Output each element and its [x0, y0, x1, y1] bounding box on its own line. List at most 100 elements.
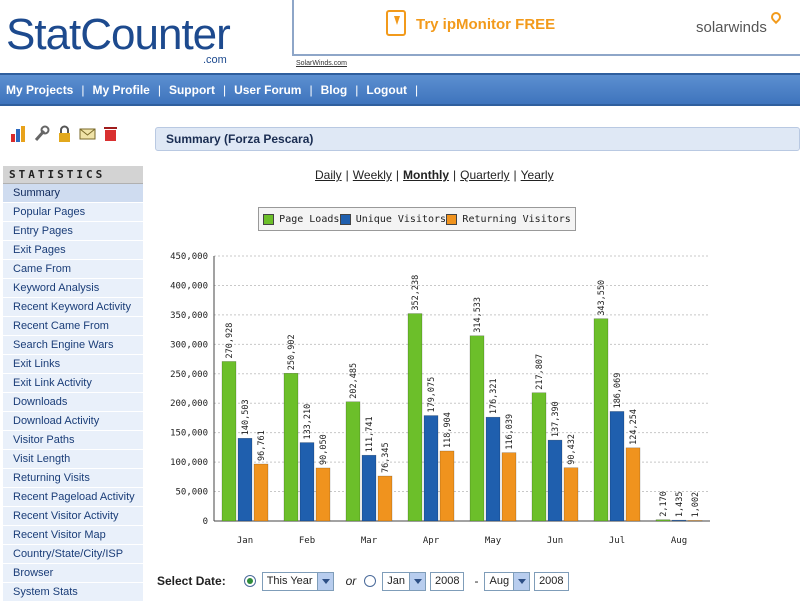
legend-page-loads: Page Loads: [263, 213, 340, 225]
lock-icon[interactable]: [56, 125, 73, 142]
y-tick-label: 200,000: [170, 399, 208, 409]
period-quarterly[interactable]: Quarterly: [460, 168, 510, 182]
sidebar-item-downloads[interactable]: Downloads: [3, 393, 143, 412]
bar-page-loads: [593, 318, 609, 522]
period-daily[interactable]: Daily: [315, 168, 342, 182]
sidebar-item-exit-pages[interactable]: Exit Pages: [3, 241, 143, 260]
sidebar-item-download-activity[interactable]: Download Activity: [3, 412, 143, 431]
x-tick-label: Jun: [547, 536, 563, 546]
monthly-bar-chart: 0 50,000 100,000 150,000 200,000 250,000 300,0…: [170, 252, 710, 546]
bar-unique-visitors: [361, 454, 377, 522]
sidebar-item-entry-pages[interactable]: Entry Pages: [3, 222, 143, 241]
bar-returning-visitors: [253, 463, 269, 522]
bar-chart-icon[interactable]: [10, 125, 27, 142]
period-weekly[interactable]: Weekly: [352, 168, 392, 182]
data-label: 250,902: [287, 334, 297, 370]
sidebar-item-visitor-paths[interactable]: Visitor Paths: [3, 431, 143, 450]
ad-banner[interactable]: Try ipMonitor FREE solarwinds: [292, 0, 800, 56]
x-tick-label: May: [485, 536, 502, 546]
sidebar-item-recent-pageload-activity[interactable]: Recent Pageload Activity: [3, 488, 143, 507]
select-date-form: Select Date: This Year or Jan 2008 - Aug…: [157, 570, 800, 592]
wrench-icon[interactable]: [33, 125, 50, 142]
y-tick-label: 250,000: [170, 370, 208, 380]
x-tick-label: Jul: [609, 536, 625, 546]
sidebar-item-exit-link-activity[interactable]: Exit Link Activity: [3, 374, 143, 393]
chevron-down-icon: [316, 572, 333, 590]
trash-icon[interactable]: [102, 125, 119, 142]
nav-my-projects[interactable]: My Projects: [6, 82, 74, 97]
range-preset-radio[interactable]: [243, 575, 256, 587]
period-monthly[interactable]: Monthly: [403, 168, 450, 182]
data-label: 179,075: [427, 377, 437, 413]
sidebar-item-recent-visitor-activity[interactable]: Recent Visitor Activity: [3, 507, 143, 526]
x-tick-label: Apr: [423, 536, 440, 546]
sidebar-item-popular-pages[interactable]: Popular Pages: [3, 203, 143, 222]
y-tick-label: 150,000: [170, 429, 208, 439]
bar-returning-visitors: [501, 452, 517, 522]
mail-icon[interactable]: [79, 125, 96, 142]
sidebar-item-exit-links[interactable]: Exit Links: [3, 355, 143, 374]
sidebar-item-country-state-city-isp[interactable]: Country/State/City/ISP: [3, 545, 143, 564]
custom-range-radio[interactable]: [364, 575, 377, 587]
chevron-down-icon: [513, 572, 530, 590]
sidebar-item-summary[interactable]: Summary: [3, 184, 143, 203]
sidebar-item-returning-visits[interactable]: Returning Visits: [3, 469, 143, 488]
from-month-select[interactable]: Jan: [382, 571, 426, 591]
range-preset-select[interactable]: This Year: [261, 571, 334, 591]
x-tick-label: Feb: [299, 536, 315, 546]
sidebar-item-system-stats[interactable]: System Stats: [3, 583, 143, 602]
bar-unique-visitors: [609, 411, 625, 522]
sidebar-item-recent-visitor-map[interactable]: Recent Visitor Map: [3, 526, 143, 545]
data-label: 1,435: [675, 492, 685, 518]
statistics-sidebar: STATISTICS Summary Popular Pages Entry P…: [3, 166, 143, 602]
data-label: 116,039: [505, 414, 515, 450]
data-label: 111,741: [365, 416, 375, 452]
statcounter-logo[interactable]: StatCounter: [6, 10, 231, 59]
logo-suffix: .com: [203, 54, 227, 66]
ad-sub-link[interactable]: SolarWinds.com: [296, 60, 347, 67]
sidebar-item-recent-came-from[interactable]: Recent Came From: [3, 317, 143, 336]
main-nav: My Projects | My Profile | Support | Use…: [0, 73, 800, 106]
bar-page-loads: [407, 313, 423, 522]
y-tick-label: 0: [203, 517, 208, 527]
data-label: 176,321: [489, 378, 499, 414]
or-label: or: [345, 574, 357, 588]
legend-label-returning-visitors: Returning Visitors: [462, 213, 571, 225]
ad-text[interactable]: Try ipMonitor FREE: [416, 16, 556, 33]
period-yearly[interactable]: Yearly: [520, 168, 554, 182]
legend-label-unique-visitors: Unique Visitors: [355, 213, 447, 225]
nav-logout[interactable]: Logout: [366, 82, 408, 97]
sidebar-item-visit-length[interactable]: Visit Length: [3, 450, 143, 469]
data-label: 137,390: [551, 401, 561, 437]
y-tick-label: 50,000: [175, 488, 208, 498]
bar-page-loads: [469, 335, 485, 522]
data-label: 202,485: [349, 363, 359, 399]
to-month-select[interactable]: Aug: [484, 571, 531, 591]
sidebar-item-browser[interactable]: Browser: [3, 564, 143, 583]
data-label: 217,807: [535, 354, 545, 390]
x-tick-label: Mar: [361, 536, 378, 546]
sidebar-item-came-from[interactable]: Came From: [3, 260, 143, 279]
nav-support[interactable]: Support: [168, 82, 215, 97]
sidebar-item-recent-keyword-activity[interactable]: Recent Keyword Activity: [3, 298, 143, 317]
header: StatCounter .com Try ipMonitor FREE sola…: [0, 0, 800, 72]
legend-label-page-loads: Page Loads: [279, 213, 340, 225]
legend-swatch-unique-visitors: [339, 213, 351, 225]
sidebar-item-keyword-analysis[interactable]: Keyword Analysis: [3, 279, 143, 298]
sidebar-item-search-engine-wars[interactable]: Search Engine Wars: [3, 336, 143, 355]
data-label: 90,432: [567, 434, 577, 465]
chevron-down-icon: [409, 572, 425, 590]
x-tick-label: Aug: [671, 536, 687, 546]
legend-returning-visitors: Returning Visitors: [446, 213, 571, 225]
nav-blog[interactable]: Blog: [320, 82, 348, 97]
data-label: 352,238: [411, 275, 421, 311]
to-year-input[interactable]: 2008: [534, 571, 569, 591]
nav-user-forum[interactable]: User Forum: [234, 82, 302, 97]
solarwinds-logo-icon: [768, 9, 784, 25]
nav-my-profile[interactable]: My Profile: [92, 82, 150, 97]
y-tick-label: 100,000: [170, 458, 208, 468]
page-title: Summary (Forza Pescara): [155, 127, 800, 151]
data-label: 270,928: [225, 323, 235, 359]
data-label: 76,345: [381, 442, 391, 473]
from-year-input[interactable]: 2008: [430, 571, 465, 591]
